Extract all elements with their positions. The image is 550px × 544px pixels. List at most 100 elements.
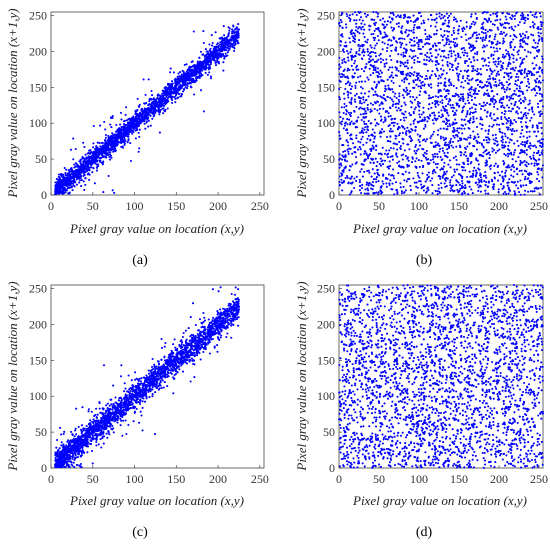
- data-point: [477, 178, 480, 181]
- data-point: [84, 153, 87, 156]
- data-point: [384, 33, 387, 36]
- data-point: [424, 125, 427, 128]
- data-point: [469, 61, 473, 64]
- data-point: [368, 67, 371, 70]
- data-point: [400, 190, 403, 193]
- data-point: [521, 140, 524, 144]
- data-point: [445, 97, 448, 101]
- data-point: [443, 120, 446, 123]
- data-point: [372, 147, 375, 150]
- data-point: [441, 101, 444, 105]
- data-point: [452, 31, 456, 34]
- data-point: [78, 169, 81, 172]
- data-point: [55, 190, 58, 194]
- data-point: [379, 115, 383, 118]
- data-point: [416, 186, 419, 189]
- data-point: [480, 81, 484, 84]
- data-point: [450, 52, 453, 55]
- data-point: [143, 122, 146, 125]
- data-point: [366, 108, 370, 111]
- data-point: [369, 44, 372, 47]
- data-point: [479, 116, 482, 119]
- data-point: [132, 117, 135, 120]
- data-point: [497, 70, 500, 73]
- data-point: [414, 54, 417, 58]
- data-point: [424, 123, 427, 126]
- data-point: [198, 69, 201, 72]
- data-point: [507, 78, 510, 81]
- data-point: [507, 72, 510, 75]
- data-point: [474, 108, 477, 111]
- data-point: [391, 66, 394, 69]
- data-point: [529, 172, 532, 175]
- data-point: [82, 170, 85, 174]
- data-point: [343, 124, 346, 127]
- data-point: [481, 23, 484, 26]
- data-point: [493, 50, 496, 53]
- data-point: [127, 138, 130, 141]
- data-point: [537, 85, 540, 88]
- data-point: [493, 35, 497, 38]
- data-point: [366, 38, 369, 41]
- data-point: [144, 127, 147, 130]
- data-point: [441, 38, 444, 41]
- data-point: [456, 65, 459, 68]
- data-point: [517, 79, 520, 82]
- data-point: [378, 29, 381, 32]
- data-point: [358, 184, 362, 187]
- data-point: [537, 50, 540, 54]
- data-point: [371, 168, 374, 171]
- data-point: [482, 28, 485, 31]
- data-point: [364, 80, 367, 83]
- data-point: [494, 162, 497, 165]
- data-point: [186, 72, 189, 75]
- data-point: [170, 83, 173, 87]
- data-point: [355, 179, 358, 182]
- data-point: [97, 154, 100, 157]
- data-point: [131, 121, 134, 124]
- data-point: [367, 169, 370, 172]
- data-point: [367, 189, 370, 192]
- data-point: [203, 55, 206, 58]
- data-point: [446, 177, 449, 180]
- data-point: [505, 72, 508, 75]
- data-point: [418, 176, 421, 179]
- data-point: [530, 157, 533, 160]
- data-point: [537, 167, 541, 170]
- data-point: [389, 146, 392, 150]
- data-point: [537, 31, 540, 34]
- data-point: [171, 95, 174, 98]
- data-point: [429, 159, 432, 162]
- data-point: [474, 87, 477, 91]
- data-point: [500, 87, 503, 90]
- data-point: [429, 83, 433, 86]
- data-point: [394, 134, 397, 137]
- data-point: [456, 127, 459, 130]
- data-point: [190, 61, 193, 64]
- data-point: [481, 46, 484, 49]
- data-point: [515, 184, 518, 187]
- data-point: [528, 99, 531, 102]
- data-point: [434, 189, 437, 192]
- data-point: [472, 67, 475, 70]
- data-point: [92, 142, 95, 145]
- data-point: [114, 134, 117, 137]
- data-point: [505, 52, 508, 55]
- data-point: [349, 92, 352, 95]
- data-point: [472, 169, 475, 172]
- data-point: [121, 146, 125, 149]
- data-point: [448, 43, 451, 46]
- data-point: [524, 112, 527, 115]
- data-point: [374, 55, 378, 58]
- data-point: [379, 75, 382, 78]
- data-point: [482, 139, 485, 142]
- data-point: [507, 155, 510, 158]
- data-point: [112, 148, 115, 151]
- data-point: [98, 160, 101, 163]
- data-point: [402, 96, 406, 99]
- data-point: [209, 77, 213, 80]
- data-point: [412, 28, 415, 31]
- data-point: [432, 111, 436, 114]
- data-point: [198, 56, 201, 59]
